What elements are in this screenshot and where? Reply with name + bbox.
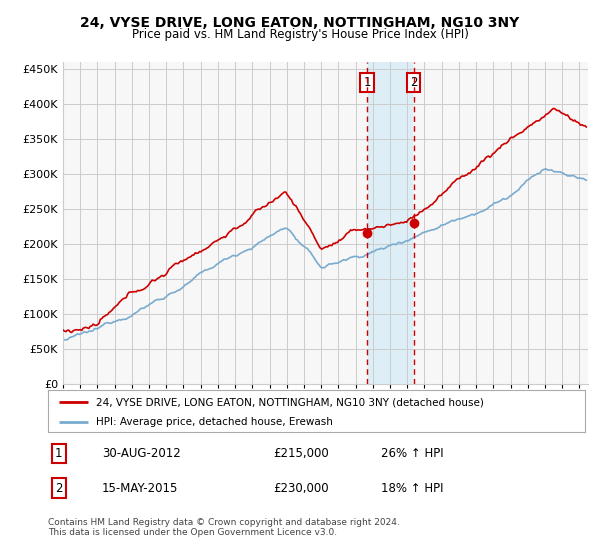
Text: 24, VYSE DRIVE, LONG EATON, NOTTINGHAM, NG10 3NY: 24, VYSE DRIVE, LONG EATON, NOTTINGHAM, … <box>80 16 520 30</box>
Text: 26% ↑ HPI: 26% ↑ HPI <box>381 447 443 460</box>
Text: 24, VYSE DRIVE, LONG EATON, NOTTINGHAM, NG10 3NY (detached house): 24, VYSE DRIVE, LONG EATON, NOTTINGHAM, … <box>97 397 484 407</box>
Text: HPI: Average price, detached house, Erewash: HPI: Average price, detached house, Erew… <box>97 417 333 427</box>
Text: Contains HM Land Registry data © Crown copyright and database right 2024.
This d: Contains HM Land Registry data © Crown c… <box>48 518 400 538</box>
Text: Price paid vs. HM Land Registry's House Price Index (HPI): Price paid vs. HM Land Registry's House … <box>131 28 469 41</box>
Text: 18% ↑ HPI: 18% ↑ HPI <box>381 482 443 494</box>
Text: 1: 1 <box>364 76 371 89</box>
Text: 2: 2 <box>410 76 418 89</box>
Text: 15-MAY-2015: 15-MAY-2015 <box>102 482 178 494</box>
Text: £215,000: £215,000 <box>274 447 329 460</box>
Text: 2: 2 <box>55 482 62 494</box>
Text: 1: 1 <box>55 447 62 460</box>
Text: 30-AUG-2012: 30-AUG-2012 <box>102 447 181 460</box>
Text: £230,000: £230,000 <box>274 482 329 494</box>
